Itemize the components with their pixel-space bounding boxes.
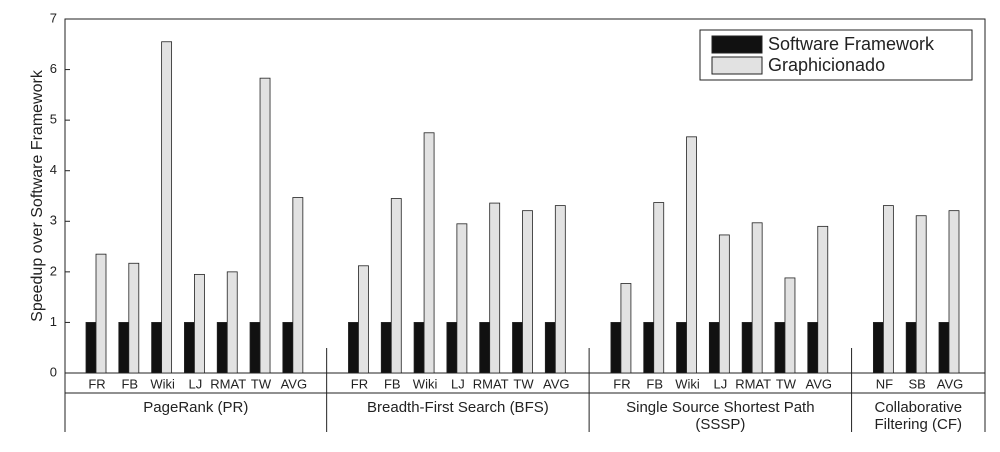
bar (872, 322, 884, 374)
y-tick-label: 3 (50, 213, 57, 228)
x-tick-label: FB (646, 376, 663, 391)
bar (718, 234, 730, 374)
y-axis-label: Speedup over Software Framework (29, 69, 46, 322)
bar (751, 222, 763, 374)
bar (741, 322, 753, 374)
bar (446, 322, 458, 374)
x-tick-label: LJ (189, 376, 203, 391)
y-tick-label: 0 (50, 364, 57, 379)
x-tick-label: RMAT (210, 376, 246, 391)
group-label: Single Source Shortest Path (626, 399, 814, 416)
group-label: Collaborative (875, 399, 963, 416)
group-label: Breadth-First Search (BFS) (367, 399, 549, 416)
bar (708, 322, 720, 374)
bar (817, 225, 829, 374)
bar (292, 197, 304, 374)
bar (226, 271, 238, 374)
x-tick-label: FB (121, 376, 138, 391)
legend-label: Graphicionado (768, 55, 885, 75)
y-tick-label: 5 (50, 112, 57, 127)
bar (544, 322, 556, 374)
x-tick-label: FR (613, 376, 630, 391)
bar (512, 322, 523, 374)
bar (85, 322, 97, 374)
bar (938, 322, 950, 374)
group-label: Filtering (CF) (875, 416, 963, 433)
x-tick-label: SB (909, 376, 926, 391)
bar (620, 283, 632, 374)
x-tick-label: Wiki (675, 376, 700, 391)
legend-swatch (711, 56, 763, 75)
y-tick-label: 1 (50, 314, 57, 329)
bar (522, 210, 533, 374)
x-tick-label: NF (876, 376, 893, 391)
bar (686, 136, 697, 374)
bar (128, 262, 140, 374)
x-tick-label: FR (351, 376, 368, 391)
x-tick-label: AVG (281, 376, 308, 391)
bar (249, 322, 261, 374)
bar (479, 322, 491, 374)
x-tick-label: LJ (713, 376, 727, 391)
bar (643, 322, 655, 374)
bar (807, 322, 819, 374)
x-tick-label: TW (776, 376, 797, 391)
bar (95, 253, 107, 374)
bar (423, 132, 435, 374)
bar (161, 41, 173, 374)
bar (905, 322, 917, 374)
x-tick-label: TW (513, 376, 534, 391)
bar (380, 322, 392, 374)
y-tick-label: 6 (50, 61, 57, 76)
x-tick-label: AVG (806, 376, 833, 391)
y-tick-label: 4 (50, 162, 57, 177)
bar (194, 273, 205, 374)
x-tick-label: RMAT (735, 376, 771, 391)
bar (216, 322, 228, 374)
bar (774, 322, 786, 374)
x-tick-label: FR (88, 376, 105, 391)
x-tick-label: AVG (543, 376, 570, 391)
bar (282, 322, 294, 374)
y-tick-label: 7 (50, 10, 57, 25)
bar (390, 198, 402, 374)
bar (653, 202, 665, 374)
x-tick-label: AVG (937, 376, 964, 391)
bar (784, 277, 796, 374)
bar (554, 205, 566, 374)
bar (456, 223, 468, 374)
x-tick-label: Wiki (150, 376, 175, 391)
bar (610, 322, 622, 374)
bar (348, 322, 359, 374)
y-tick-label: 2 (50, 263, 57, 278)
bar (151, 322, 163, 374)
legend-label: Software Framework (768, 34, 935, 54)
x-tick-label: Wiki (413, 376, 438, 391)
bar (184, 322, 195, 374)
bar (676, 322, 687, 374)
bar (118, 322, 130, 374)
legend-swatch (711, 35, 763, 54)
group-label: (SSSP) (695, 416, 745, 433)
group-label: PageRank (PR) (143, 399, 248, 416)
bar (948, 210, 960, 374)
bar (915, 215, 927, 374)
x-tick-label: RMAT (473, 376, 509, 391)
bar (413, 322, 425, 374)
x-tick-label: FB (384, 376, 401, 391)
bar (358, 265, 369, 374)
bar (259, 77, 271, 374)
bar (489, 202, 501, 374)
x-tick-label: LJ (451, 376, 465, 391)
x-tick-label: TW (251, 376, 272, 391)
bar (882, 205, 894, 374)
